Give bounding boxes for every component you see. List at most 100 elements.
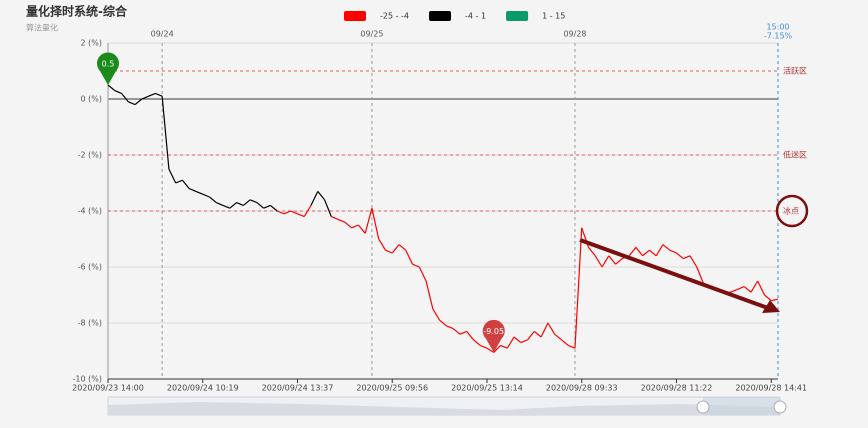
line-segment	[446, 325, 454, 330]
line-segment	[371, 208, 380, 240]
line-segment	[209, 196, 217, 204]
line-segment	[479, 344, 488, 349]
top-tick-label: 09/28	[563, 30, 586, 39]
line-segment	[155, 92, 163, 97]
line-segment	[391, 244, 400, 254]
value-label: -7.15%	[764, 32, 793, 41]
line-segment	[141, 95, 149, 100]
line-segment	[730, 288, 738, 293]
line-segment	[107, 84, 116, 92]
pin-marker	[482, 319, 505, 353]
line-segment	[331, 216, 339, 220]
line-segment	[385, 249, 393, 254]
line-segment	[554, 333, 562, 341]
trend-arrow	[579, 238, 769, 310]
line-segment	[344, 221, 353, 229]
highlight-circle	[775, 194, 809, 228]
plot-area: -10 (%) -8 (%) -6 (%) -4 (%) -2 (%) 0 (%) 2 (%…	[72, 23, 807, 393]
legend-label: -25 - -4	[380, 12, 409, 21]
line-segment	[425, 280, 434, 310]
zoom-window[interactable]	[703, 397, 780, 415]
legend-label: -4 - 1	[465, 12, 486, 21]
line-segment	[561, 339, 569, 346]
x-tick-label: 2020/09/24 10:19	[167, 384, 239, 393]
line-segment	[662, 244, 671, 251]
line-segment	[398, 244, 407, 251]
line-segment	[229, 202, 237, 209]
line-segment	[615, 258, 623, 265]
line-segment	[188, 188, 197, 192]
line-segment	[236, 202, 244, 206]
line-segment	[405, 249, 414, 265]
line-segment	[310, 191, 319, 206]
mark-line-label: 活跃区	[783, 66, 807, 76]
zoom-preview	[108, 402, 780, 415]
line-segment	[121, 93, 129, 103]
line-segment	[540, 322, 549, 338]
y-tick-label: -8 (%)	[78, 319, 102, 328]
line-segment	[337, 218, 346, 223]
line-segment	[195, 190, 203, 195]
line-segment	[649, 249, 657, 257]
top-tick-label: 09/24	[151, 30, 174, 39]
line-segment	[683, 255, 691, 260]
legend-swatch	[344, 11, 366, 21]
x-tick-label: 2020/09/28 14:41	[735, 384, 807, 393]
line-segment	[500, 344, 508, 349]
mark-line-label: 冰点	[783, 206, 799, 216]
line-segment	[574, 227, 583, 349]
line-segment	[134, 98, 143, 106]
line-segment	[655, 244, 664, 257]
line-segment	[357, 224, 366, 234]
line-segment	[317, 191, 326, 201]
line-segment	[222, 204, 231, 209]
line-segment	[175, 179, 183, 184]
line-segment	[459, 330, 467, 335]
line-segment	[202, 193, 210, 198]
line-segment	[743, 286, 752, 293]
line-segment	[506, 336, 515, 349]
line-segment	[303, 205, 312, 217]
data-zoom[interactable]	[107, 396, 787, 416]
trend-arrowhead	[762, 300, 780, 313]
pin-label: 0.5	[102, 60, 115, 69]
chart-subtitle: 算法量化	[26, 23, 58, 33]
line-segment	[168, 168, 177, 184]
line-segment	[290, 210, 298, 215]
line-segment	[161, 96, 170, 170]
line-segment	[594, 255, 603, 268]
line-segment	[628, 247, 637, 257]
line-segment	[696, 266, 705, 285]
line-segment	[412, 263, 420, 268]
line-segment	[527, 331, 535, 341]
legend-label: 1 - 15	[542, 12, 565, 21]
line-segment	[608, 255, 617, 265]
line-segment	[128, 101, 136, 106]
line-segment	[764, 294, 772, 302]
line-segment	[642, 249, 650, 257]
line-segment	[567, 344, 576, 349]
line-segment	[114, 90, 122, 94]
pin-marker	[97, 52, 119, 85]
line-segment	[148, 92, 156, 97]
line-segment	[757, 280, 766, 296]
zoom-handle[interactable]	[696, 400, 710, 414]
line-segment	[242, 199, 251, 206]
x-tick-label: 2020/09/24 13:37	[262, 384, 334, 393]
legend-swatch	[429, 11, 452, 21]
line-segment	[533, 330, 542, 338]
y-tick-label: -10 (%)	[73, 375, 102, 384]
line-segment	[418, 266, 427, 282]
x-tick-label: 2020/09/28 09:33	[546, 384, 618, 393]
line-segment	[270, 204, 278, 212]
line-segment	[588, 247, 596, 257]
line-segment	[750, 280, 759, 293]
y-tick-label: -4 (%)	[78, 207, 102, 216]
line-segment	[520, 339, 528, 344]
line-segment	[635, 247, 644, 257]
line-segment	[669, 249, 677, 254]
zoom-handle[interactable]	[773, 400, 787, 414]
line-segment	[473, 339, 481, 346]
y-tick-label: 0 (%)	[81, 95, 102, 104]
